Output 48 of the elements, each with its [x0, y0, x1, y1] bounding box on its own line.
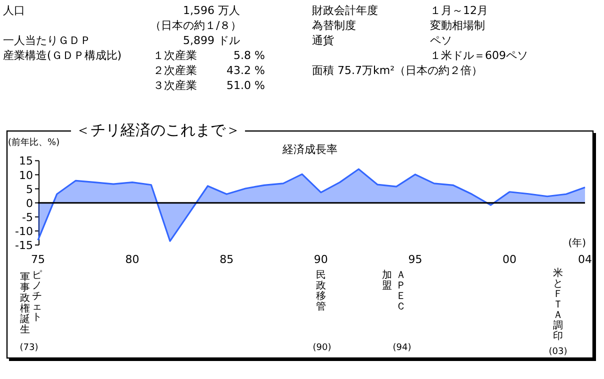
y-tick-label: -10: [15, 224, 33, 238]
text: 変動相場制: [430, 19, 485, 32]
text: 軍事政権誕生: [20, 272, 30, 336]
text: (03): [548, 347, 568, 357]
text: 通貨: [312, 34, 334, 47]
text: 為替制度: [312, 19, 356, 32]
text: 加盟: [382, 269, 392, 292]
text: 産業構造(ＧＤＰ構成比): [3, 49, 122, 62]
text: 面積 75.7万km²（日本の約２倍）: [312, 64, 482, 77]
x-axis-title: (年): [568, 237, 586, 249]
y-tick-label: -15: [15, 239, 33, 252]
text: ３次産業: [153, 79, 197, 92]
text: (90): [312, 343, 332, 353]
text: 5,899 ドル: [183, 34, 240, 47]
text: 43.2 %: [226, 64, 265, 77]
text: 財政会計年度: [312, 4, 378, 17]
text: ピノチェト: [32, 270, 42, 323]
y-tick-label: -5: [22, 210, 33, 224]
x-tick-label: 95: [408, 253, 422, 266]
text: （日本の約１/８）: [150, 19, 242, 32]
chart-subtitle: 経済成長率: [282, 143, 338, 156]
text: １米ドル＝609ペソ: [430, 49, 528, 62]
x-tick-label: 90: [314, 253, 328, 266]
y-tick-label: 5: [26, 182, 33, 196]
y-axis-title: (前年比、%): [8, 137, 60, 148]
x-tick-label: 00: [502, 253, 517, 266]
x-tick-label: 80: [125, 253, 140, 266]
x-tick-label: 85: [220, 253, 234, 266]
chart-title: ＜チリ経済のこれまで＞: [76, 121, 240, 139]
text: 1,596 万人: [183, 4, 240, 17]
text: (94): [392, 343, 412, 353]
text: 一人当たりＧＤＰ: [3, 34, 91, 47]
text: 人口: [3, 4, 25, 17]
x-tick-label: 04: [578, 253, 592, 266]
x-tick-label: 75: [31, 253, 45, 266]
text: ペソ: [430, 34, 452, 47]
y-tick-label: 10: [19, 168, 33, 182]
text: １次産業: [153, 49, 197, 62]
text: (73): [20, 343, 38, 353]
text: １月～12月: [430, 4, 488, 17]
text: ＡＰＥＣ: [396, 270, 406, 312]
text: 5.8 %: [234, 49, 265, 62]
text: 51.0 %: [226, 79, 265, 92]
text: 米とＦＴＡ調印: [553, 267, 563, 342]
y-tick-label: 15: [19, 154, 33, 168]
text: 民政移管: [316, 270, 326, 312]
text: ２次産業: [153, 64, 197, 77]
y-tick-label: 0: [26, 196, 33, 210]
